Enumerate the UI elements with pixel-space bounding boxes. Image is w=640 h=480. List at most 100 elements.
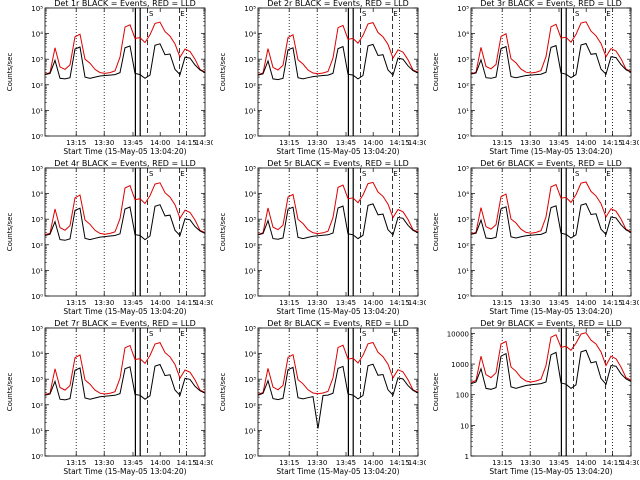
y-tick-label: 10⁰ <box>31 453 43 461</box>
series-lld-line <box>257 341 419 395</box>
y-tick-label: 10³ <box>31 56 43 64</box>
y-tick-label: 10⁴ <box>457 31 469 39</box>
series-events-line <box>470 202 632 240</box>
series-events-line <box>44 204 206 241</box>
y-tick-label: 10 <box>460 422 469 430</box>
x-tick-label: 13:15 <box>66 299 86 307</box>
x-tick-label: 13:15 <box>279 459 299 467</box>
panel-title: Det 5r BLACK = Events, RED = LLD <box>267 160 409 168</box>
y-tick-label: 10³ <box>31 376 43 384</box>
panel-chart: Det 1r BLACK = Events, RED = LLD 10⁰ 10¹ 10… <box>6 0 213 156</box>
y-tick-label: 10⁴ <box>31 351 43 359</box>
y-tick-label: 10⁰ <box>31 133 43 141</box>
x-axis-label: Start Time (15-May-05 13:04:20) <box>63 467 186 476</box>
y-tick-label: 10⁴ <box>244 351 256 359</box>
x-tick-label: 14:30 <box>621 139 639 147</box>
y-tick-label: 10³ <box>244 376 256 384</box>
y-tick-label: 10⁵ <box>31 325 43 333</box>
y-tick-label: 10¹ <box>244 267 256 275</box>
y-tick-label: 10² <box>244 82 256 90</box>
y-tick-label: 10³ <box>457 216 469 224</box>
x-axis-label: Start Time (15-May-05 13:04:20) <box>489 467 612 476</box>
series-events-line <box>257 43 419 81</box>
y-tick-label: 10² <box>457 242 469 250</box>
series-lld-line <box>257 22 419 76</box>
y-tick-label: 10¹ <box>31 267 43 275</box>
y-tick-label: 10¹ <box>244 107 256 115</box>
detector-panel-4: Det 4r BLACK = Events, RED = LLD 10⁰ 10¹ 10… <box>0 160 213 320</box>
x-tick-label: 14:00 <box>576 459 596 467</box>
y-tick-label: 10¹ <box>457 267 469 275</box>
x-tick-label: 14:00 <box>363 139 383 147</box>
y-axis-label: Counts/sec <box>219 373 227 412</box>
y-tick-label: 10⁰ <box>457 133 469 141</box>
x-tick-label: 13:45 <box>549 299 569 307</box>
x-tick-label: 14:15 <box>390 459 410 467</box>
annotation-end: E <box>393 330 397 338</box>
y-axis-label: Counts/sec <box>6 213 14 252</box>
y-axis-label: Counts/sec <box>6 373 14 412</box>
x-tick-label: 13:45 <box>336 139 356 147</box>
x-tick-label: 13:45 <box>123 459 143 467</box>
x-tick-label: 14:30 <box>408 459 426 467</box>
x-tick-label: 13:30 <box>94 459 114 467</box>
annotation-end: E <box>180 330 184 338</box>
y-tick-label: 10⁴ <box>31 191 43 199</box>
x-tick-label: 14:15 <box>390 299 410 307</box>
series-lld-line <box>44 342 206 395</box>
series-lld-line <box>470 181 632 235</box>
detector-panel-6: Det 6r BLACK = Events, RED = LLD 10⁰ 10¹ 10… <box>426 160 639 320</box>
x-tick-label: 14:15 <box>603 459 623 467</box>
panel-chart: Det 7r BLACK = Events, RED = LLD 10⁰ 10¹ 10… <box>6 320 213 476</box>
series-lld-line <box>470 332 632 383</box>
x-tick-label: 14:00 <box>576 139 596 147</box>
annotation-start: S <box>362 10 367 18</box>
y-axis-label: Counts/sec <box>219 53 227 92</box>
x-axis-label: Start Time (15-May-05 13:04:20) <box>63 307 186 316</box>
y-tick-label: 10⁴ <box>244 191 256 199</box>
y-tick-label: 10³ <box>244 56 256 64</box>
panel-title: Det 2r BLACK = Events, RED = LLD <box>267 0 409 8</box>
x-tick-label: 13:15 <box>66 139 86 147</box>
y-tick-label: 10³ <box>31 216 43 224</box>
series-lld-line <box>44 21 206 75</box>
panel-title: Det 1r BLACK = Events, RED = LLD <box>54 0 196 8</box>
x-tick-label: 13:15 <box>492 299 512 307</box>
x-tick-label: 13:45 <box>549 139 569 147</box>
y-tick-label: 10² <box>457 82 469 90</box>
annotation-start: S <box>149 170 154 178</box>
panel-chart: Det 8r BLACK = Events, RED = LLD 10⁰ 10¹ 10… <box>219 320 426 476</box>
y-axis-label: Counts/sec <box>432 53 440 92</box>
panel-title: Det 3r BLACK = Events, RED = LLD <box>480 0 622 8</box>
x-tick-label: 14:15 <box>603 299 623 307</box>
x-tick-label: 13:15 <box>492 139 512 147</box>
y-axis-label: Counts/sec <box>219 213 227 252</box>
x-tick-label: 14:15 <box>177 299 197 307</box>
y-tick-label: 10¹ <box>244 427 256 435</box>
x-tick-label: 14:15 <box>177 139 197 147</box>
y-tick-label: 10000 <box>447 330 469 338</box>
panel-title: Det 9r BLACK = Events, RED = LLD <box>480 320 622 328</box>
x-tick-label: 14:30 <box>195 299 213 307</box>
x-axis-label: Start Time (15-May-05 13:04:20) <box>276 307 399 316</box>
x-tick-label: 13:45 <box>123 139 143 147</box>
series-lld-line <box>44 182 206 236</box>
x-tick-label: 13:30 <box>94 299 114 307</box>
series-events-line <box>44 363 206 401</box>
y-tick-label: 10¹ <box>457 107 469 115</box>
y-tick-label: 10⁵ <box>31 5 43 13</box>
y-axis-label: Counts/sec <box>432 373 440 412</box>
annotation-start: S <box>362 170 367 178</box>
y-tick-label: 10⁰ <box>244 293 256 301</box>
series-events-line <box>257 363 419 429</box>
series-lld-line <box>257 181 419 235</box>
x-tick-label: 13:30 <box>307 459 327 467</box>
y-tick-label: 10⁵ <box>31 165 43 173</box>
annotation-start: S <box>149 10 154 18</box>
x-tick-label: 13:15 <box>279 139 299 147</box>
x-tick-label: 13:15 <box>66 459 86 467</box>
detector-panel-5: Det 5r BLACK = Events, RED = LLD 10⁰ 10¹ 10… <box>213 160 426 320</box>
detector-panel-3: Det 3r BLACK = Events, RED = LLD 10⁰ 10¹ 10… <box>426 0 639 160</box>
x-tick-label: 14:00 <box>363 299 383 307</box>
x-tick-label: 14:00 <box>150 299 170 307</box>
